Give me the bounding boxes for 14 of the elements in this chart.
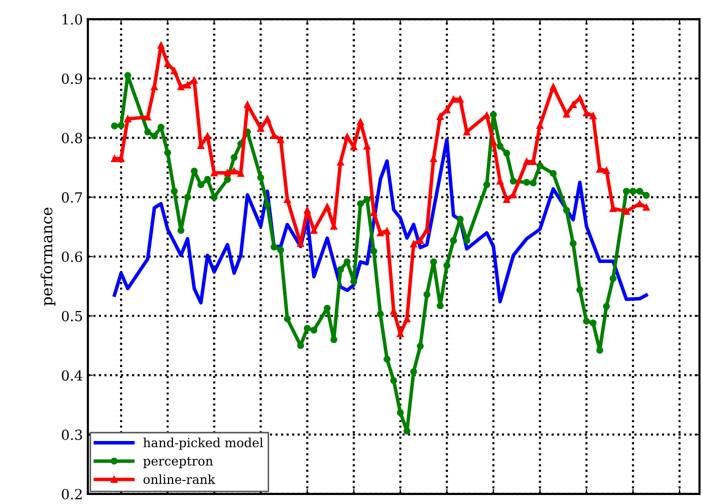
line-series bbox=[112, 138, 648, 305]
legend-label: hand-picked model bbox=[143, 438, 264, 450]
y-axis-title: performance bbox=[40, 208, 56, 306]
y-tick-label: 0.5 bbox=[62, 310, 82, 322]
y-tick-label: 0.7 bbox=[62, 192, 82, 203]
y-tick-label: 0.8 bbox=[62, 132, 82, 144]
y-tick-label: 0.6 bbox=[62, 252, 82, 262]
legend-label: perceptron bbox=[143, 456, 213, 468]
y-tick-label: 0.4 bbox=[62, 370, 82, 381]
y-tick-label: 1.0 bbox=[62, 14, 82, 25]
legend-label: online-rank bbox=[144, 474, 216, 484]
y-tick-label: 0.2 bbox=[62, 488, 82, 500]
y-tick-label: 0.3 bbox=[62, 430, 82, 440]
y-tick-label: 0.9 bbox=[62, 73, 82, 84]
